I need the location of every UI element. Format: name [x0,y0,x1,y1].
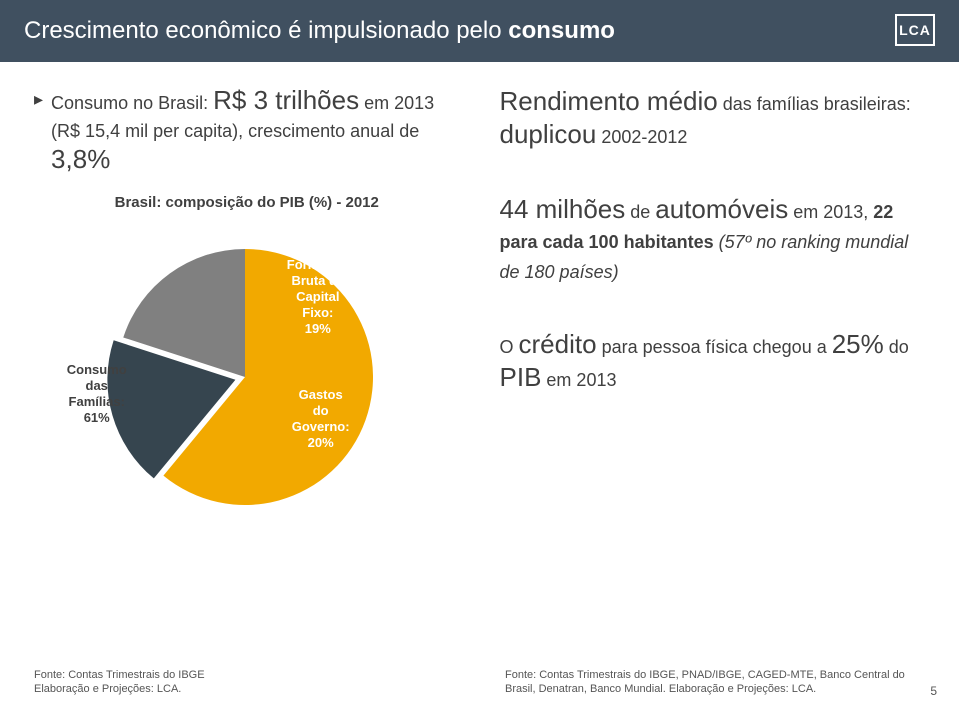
pie-svg [105,237,395,527]
fact-rendimento: Rendimento médio das famílias brasileira… [500,86,926,152]
sources-row: Fonte: Contas Trimestrais do IBGEElabora… [34,668,925,696]
logo-badge: LCA [895,14,935,46]
pie-label-consumo: ConsumodasFamílias:61% [67,362,127,426]
fact-automoveis: 44 milhões de automóveis em 2013, 22 par… [500,194,926,287]
pie-chart: ConsumodasFamílias:61%FormaçãoBruta deCa… [77,217,417,517]
slide-title: Crescimento econômico é impulsionado pel… [24,17,615,45]
source-right: Fonte: Contas Trimestrais do IBGE, PNAD/… [505,668,925,696]
source-left: Fonte: Contas Trimestrais do IBGEElabora… [34,668,334,696]
fact-credito: O crédito para pessoa física chegou a 25… [500,329,926,395]
pie-label-formacao: FormaçãoBruta deCapitalFixo:19% [287,257,349,337]
title-bar: Crescimento econômico é impulsionado pel… [0,0,959,62]
pie-label-gastos: GastosdoGoverno:20% [292,387,350,451]
left-column: ▸ Consumo no Brasil: R$ 3 trilhões em 20… [34,86,460,517]
content-area: ▸ Consumo no Brasil: R$ 3 trilhões em 20… [0,62,959,517]
bullet-block: ▸ Consumo no Brasil: R$ 3 trilhões em 20… [34,86,460,176]
chart-caption: Brasil: composição do PIB (%) - 2012 [34,194,460,211]
right-column: Rendimento médio das famílias brasileira… [500,86,926,517]
page-number: 5 [930,684,937,698]
bullet-text: Consumo no Brasil: R$ 3 trilhões em 2013… [51,86,459,176]
slide: Crescimento econômico é impulsionado pel… [0,0,959,716]
bullet-marker-icon: ▸ [34,86,43,112]
